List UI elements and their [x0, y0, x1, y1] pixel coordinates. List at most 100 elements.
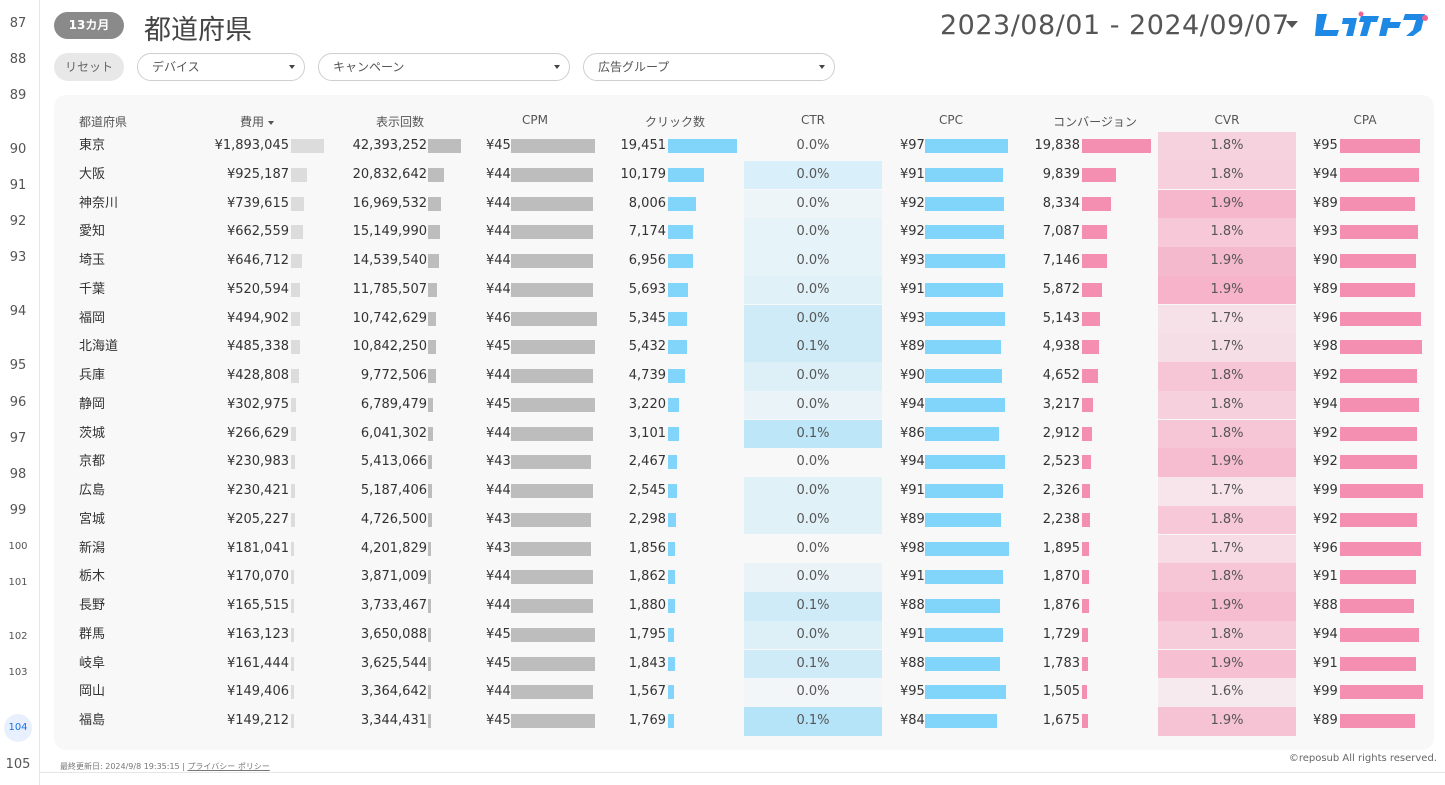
clicks-bar	[668, 397, 680, 412]
row-number[interactable]: 90	[9, 142, 27, 157]
col-header-cvr[interactable]: CVR	[1214, 113, 1240, 127]
ctr-heat-cell	[744, 707, 882, 736]
cpa-value: ¥88	[1313, 598, 1338, 613]
cpa-bar	[1340, 512, 1418, 527]
row-number[interactable]: 99	[9, 503, 27, 518]
adgroup-filter[interactable]: 広告グループ	[583, 53, 835, 81]
row-number[interactable]: 96	[9, 395, 27, 410]
impressions-value: 4,201,829	[360, 540, 427, 556]
cost-bar	[291, 627, 294, 642]
col-header-clicks[interactable]: クリック数	[644, 115, 705, 129]
pref-name: 神奈川	[79, 195, 119, 211]
row-number[interactable]: 104	[4, 714, 32, 742]
cvr-heat-cell	[1158, 678, 1296, 707]
conversions-bar	[1082, 426, 1093, 441]
clicks-value: 19,451	[620, 138, 667, 153]
cpm-value: ¥44	[486, 569, 511, 585]
cvr-value: 1.8%	[1210, 396, 1244, 412]
conversions-value: 5,872	[1042, 281, 1080, 297]
cvr-value: 1.7%	[1210, 310, 1244, 326]
ctr-heat-cell	[744, 275, 882, 305]
row-number[interactable]: 98	[9, 467, 27, 482]
privacy-policy-link[interactable]: プライバシー ポリシー	[187, 762, 270, 771]
impressions-value: 11,785,507	[352, 281, 427, 297]
row-number[interactable]: 88	[9, 52, 27, 67]
cpc-bar	[925, 599, 1001, 613]
conversions-value: 5,143	[1042, 310, 1080, 326]
device-filter[interactable]: デバイス	[137, 53, 305, 81]
row-number[interactable]: 101	[8, 577, 28, 588]
ctr-heat-cell	[744, 620, 882, 650]
cpc-value: ¥92	[900, 224, 925, 240]
date-range-text[interactable]: 2023/08/01 - 2024/09/07	[940, 10, 1290, 41]
clicks-value: 8,006	[628, 195, 666, 211]
cost-value: ¥161,444	[226, 655, 289, 671]
cost-value: ¥662,559	[226, 224, 289, 240]
date-range-dropdown-icon[interactable]	[1286, 21, 1298, 28]
table-row: 神奈川 ¥739,615 16,969,532 ¥44 8,006 0.0% ¥92 8,33…	[0, 189, 1445, 219]
cpc-bar	[925, 541, 1009, 556]
cpc-bar	[925, 139, 1008, 153]
conversions-bar	[1082, 656, 1089, 671]
period-badge[interactable]: 13カ月	[54, 12, 124, 39]
row-number[interactable]: 102	[8, 631, 28, 642]
conversions-bar	[1082, 484, 1091, 498]
row-number[interactable]: 95	[9, 358, 27, 373]
cpa-bar	[1340, 484, 1423, 498]
conversions-bar	[1082, 570, 1089, 585]
ctr-value: 0.1%	[796, 713, 830, 728]
ctr-value: 0.0%	[796, 511, 830, 527]
col-header-cost[interactable]: 費用	[240, 113, 275, 130]
cpc-bar	[925, 254, 1005, 268]
row-number[interactable]: 93	[9, 250, 27, 265]
cost-bar	[291, 512, 295, 527]
row-number[interactable]: 97	[9, 431, 27, 446]
col-header-impressions[interactable]: 表示回数	[375, 115, 424, 129]
clicks-value: 3,220	[628, 396, 666, 412]
reset-button[interactable]: リセット	[54, 53, 124, 81]
impressions-bar	[428, 426, 433, 441]
cpm-value: ¥45	[486, 713, 511, 728]
col-header-pref[interactable]: 都道府県	[79, 115, 128, 129]
conversions-bar	[1082, 340, 1100, 355]
cpm-bar	[511, 282, 594, 297]
pref-name: 千葉	[79, 281, 106, 297]
row-number[interactable]: 100	[8, 541, 28, 552]
cpa-value: ¥92	[1313, 425, 1338, 441]
cpm-value: ¥46	[486, 310, 511, 326]
impressions-value: 6,789,479	[360, 396, 427, 412]
ctr-value: 0.0%	[796, 483, 830, 498]
cpm-bar	[511, 570, 594, 585]
col-header-conversions[interactable]: コンバージョン	[1053, 115, 1137, 129]
cpm-bar	[511, 369, 594, 383]
row-number[interactable]: 105	[5, 757, 31, 772]
campaign-filter[interactable]: キャンペーン	[318, 53, 570, 81]
cpc-bar	[925, 627, 1003, 642]
table-row: 栃木 ¥170,070 3,871,009 ¥44 1,862 0.0% ¥91 1,870 1…	[0, 563, 1445, 592]
clicks-value: 2,545	[628, 483, 666, 498]
col-header-cpc[interactable]: CPC	[939, 113, 963, 127]
row-number[interactable]: 94	[9, 304, 27, 319]
ctr-heat-cell	[744, 563, 882, 592]
cost-bar	[291, 570, 294, 585]
cpa-value: ¥98	[1313, 339, 1338, 355]
pref-name: 栃木	[79, 569, 106, 585]
col-header-ctr[interactable]: CTR	[800, 113, 826, 127]
cvr-value: 1.9%	[1210, 598, 1244, 613]
cost-bar	[291, 714, 294, 728]
col-header-cpa[interactable]: CPA	[1353, 113, 1377, 127]
pref-name: 兵庫	[79, 368, 106, 383]
impressions-bar	[428, 714, 431, 728]
row-number[interactable]: 89	[9, 88, 27, 103]
table-row: 静岡 ¥302,975 6,789,479 ¥45 3,220 0.0% ¥94 3,217 1…	[0, 390, 1445, 420]
row-number[interactable]: 103	[8, 667, 28, 678]
cpc-bar	[925, 685, 1007, 700]
cpm-value: ¥44	[486, 684, 511, 700]
ctr-heat-cell	[744, 160, 882, 190]
col-header-cpm[interactable]: CPM	[522, 113, 548, 127]
cost-bar	[291, 225, 303, 240]
row-number[interactable]: 92	[9, 214, 27, 229]
row-number[interactable]: 91	[9, 178, 27, 193]
row-number[interactable]: 87	[9, 16, 27, 31]
cpa-bar	[1340, 139, 1420, 153]
